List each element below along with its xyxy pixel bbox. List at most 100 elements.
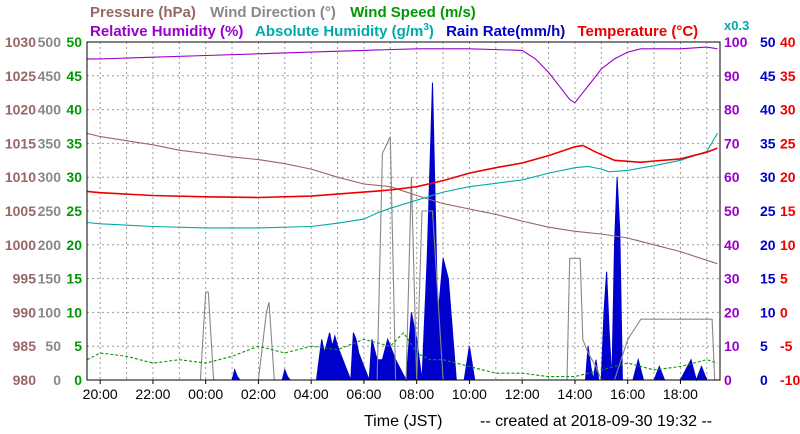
- tick-label-temperature: 35: [780, 68, 796, 84]
- legend-wind-speed: Wind Speed (m/s): [350, 4, 476, 21]
- tick-label-wind-speed: 10: [66, 304, 82, 320]
- tick-label-rain-rate: 35: [760, 135, 776, 151]
- tick-label-wind-direction: 250: [38, 203, 62, 219]
- tick-label-relative-humidity: 70: [724, 135, 740, 151]
- tick-label-pressure: 990: [13, 304, 37, 320]
- x-tick-label: 12:00: [505, 386, 540, 402]
- x-tick-label: 00:00: [188, 386, 223, 402]
- tick-label-pressure: 1010: [5, 169, 36, 185]
- tick-label-pressure: 980: [13, 372, 37, 388]
- x-tick-label: 06:00: [346, 386, 381, 402]
- tick-label-wind-speed: 20: [66, 237, 82, 253]
- x-tick-label: 22:00: [135, 386, 170, 402]
- legend-wind-direction: Wind Direction (°): [210, 4, 336, 21]
- tick-label-wind-speed: 45: [66, 68, 82, 84]
- series-layer: [86, 46, 718, 382]
- tick-label-rain-rate: 50: [760, 34, 776, 50]
- tick-label-pressure: 1005: [5, 203, 36, 219]
- tick-label-wind-direction: 300: [38, 169, 62, 185]
- tick-label-wind-direction: 200: [38, 237, 62, 253]
- x-tick-label: 14:00: [557, 386, 592, 402]
- legend-absolute-humidity: Absolute Humidity (g/m: [255, 23, 423, 40]
- plot-border: [86, 41, 721, 381]
- legend-row-1: Pressure (hPa) Wind Direction (°) Wind S…: [90, 4, 476, 21]
- x-tick-label: 04:00: [294, 386, 329, 402]
- tick-label-wind-speed: 5: [74, 338, 82, 354]
- tick-label-relative-humidity: 20: [724, 304, 740, 320]
- tick-label-rain-rate: 30: [760, 169, 776, 185]
- x-tick-label: 16:00: [610, 386, 645, 402]
- tick-label-wind-speed: 40: [66, 102, 82, 118]
- tick-label-wind-direction: 350: [38, 135, 62, 151]
- tick-label-wind-speed: 15: [66, 271, 82, 287]
- tick-label-temperature: 15: [780, 203, 796, 219]
- tick-label-wind-speed: 50: [66, 34, 82, 50]
- tick-label-wind-speed: 0: [74, 372, 82, 388]
- tick-label-temperature: 30: [780, 102, 796, 118]
- right-axis-ticks: 1009080706050403020100504540353025201510…: [724, 34, 800, 388]
- grid: [87, 42, 720, 380]
- tick-label-pressure: 1020: [5, 102, 36, 118]
- tick-label-wind-direction: 400: [38, 102, 62, 118]
- tick-label-relative-humidity: 0: [724, 372, 732, 388]
- tick-label-wind-direction: 450: [38, 68, 62, 84]
- legend-rain-rate: Rain Rate(mm/h): [446, 23, 565, 40]
- tick-label-pressure: 1015: [5, 135, 36, 151]
- series-pressure-hpa: [86, 132, 718, 265]
- tick-label-temperature: 10: [780, 237, 796, 253]
- series-temperature-c: [86, 144, 718, 199]
- tick-label-temperature: -10: [780, 372, 800, 388]
- tick-label-rain-rate: 0: [760, 372, 768, 388]
- series-relative-humidity: [87, 46, 718, 104]
- created-footer: -- created at 2018-09-30 19:32 --: [480, 413, 712, 430]
- left-axis-ticks: 1030102510201015101010051000995990985980…: [5, 34, 82, 388]
- x-tick-label: 18:00: [663, 386, 698, 402]
- tick-label-temperature: 20: [780, 169, 796, 185]
- legend-pressure: Pressure (hPa): [90, 4, 196, 21]
- x-tick-label: 02:00: [241, 386, 276, 402]
- tick-label-rain-rate: 40: [760, 102, 776, 118]
- tick-label-rain-rate: 5: [760, 338, 768, 354]
- tick-label-relative-humidity: 40: [724, 237, 740, 253]
- tick-label-rain-rate: 25: [760, 203, 776, 219]
- legend-absolute-humidity-sup: 3: [423, 22, 429, 33]
- tick-label-wind-direction: 0: [53, 372, 61, 388]
- tick-label-relative-humidity: 30: [724, 271, 740, 287]
- tick-label-wind-speed: 30: [66, 169, 82, 185]
- tick-label-relative-humidity: 10: [724, 338, 740, 354]
- tick-label-wind-direction: 100: [38, 304, 62, 320]
- legend-row-2: Relative Humidity (%) Absolute Humidity …: [90, 22, 698, 40]
- tick-label-relative-humidity: 50: [724, 203, 740, 219]
- x-axis-label: Time (JST): [364, 413, 443, 430]
- tick-label-rain-rate: 15: [760, 271, 776, 287]
- tick-label-wind-direction: 150: [38, 271, 62, 287]
- legend-temperature: Temperature (°C): [577, 23, 698, 40]
- tick-label-rain-rate: 20: [760, 237, 776, 253]
- tick-label-pressure: 1030: [5, 34, 36, 50]
- temperature-scale-note: x0.3: [724, 18, 749, 33]
- tick-label-temperature: 0: [780, 304, 788, 320]
- tick-label-relative-humidity: 100: [724, 34, 748, 50]
- tick-label-pressure: 1025: [5, 68, 36, 84]
- legend-relative-humidity: Relative Humidity (%): [90, 23, 243, 40]
- tick-label-temperature: 5: [780, 271, 788, 287]
- tick-label-pressure: 1000: [5, 237, 36, 253]
- series-absolute-humidity-g-m: [86, 133, 718, 229]
- tick-label-relative-humidity: 80: [724, 102, 740, 118]
- tick-label-temperature: 25: [780, 135, 796, 151]
- x-tick-label: 10:00: [452, 386, 487, 402]
- tick-label-rain-rate: 10: [760, 304, 776, 320]
- tick-label-wind-speed: 35: [66, 135, 82, 151]
- tick-label-wind-direction: 500: [38, 34, 62, 50]
- legend-absolute-humidity-close: ): [429, 23, 434, 40]
- tick-label-pressure: 985: [13, 338, 37, 354]
- x-tick-label: 20:00: [83, 386, 118, 402]
- tick-label-wind-direction: 50: [45, 338, 61, 354]
- x-axis-ticks: 20:00 22:00 00:00 02:00 04:00 06:00 08:00 10:00…: [83, 380, 698, 402]
- tick-label-rain-rate: 45: [760, 68, 776, 84]
- tick-label-wind-speed: 25: [66, 203, 82, 219]
- tick-label-temperature: 40: [780, 34, 796, 50]
- x-tick-label: 08:00: [399, 386, 434, 402]
- tick-label-pressure: 995: [13, 271, 37, 287]
